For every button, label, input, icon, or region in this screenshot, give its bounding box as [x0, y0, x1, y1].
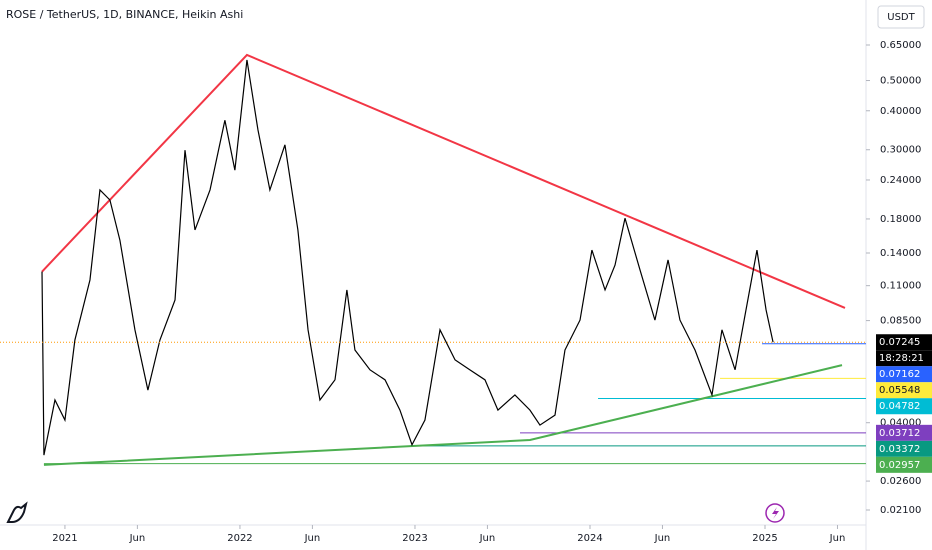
chart-title: ROSE / TetherUS, 1D, BINANCE, Heikin Ash… [6, 8, 243, 21]
x-tick-label: Jun [654, 533, 671, 544]
x-tick-label: 2023 [402, 533, 427, 544]
level-label-box [876, 398, 932, 415]
trendline [43, 364, 843, 466]
tv-logo [6, 501, 28, 523]
x-tick-label: Jun [129, 533, 146, 544]
currency-button[interactable] [877, 5, 925, 29]
countdown-label-box [876, 350, 932, 367]
level-label-box [876, 382, 932, 399]
level-label: 0.07162 [879, 369, 920, 380]
y-tick-label: 0.04000 [880, 418, 921, 429]
y-tick-label: 0.50000 [880, 76, 921, 87]
y-tick-label: 0.08500 [880, 316, 921, 327]
y-tick-label: 0.65000 [880, 40, 921, 51]
trendline [41, 53, 846, 309]
last-price-label: 0.07245 [879, 337, 920, 348]
y-tick-label: 0.14000 [880, 248, 921, 259]
x-tick-label: 2022 [227, 533, 252, 544]
last-price-label-box [876, 334, 932, 351]
currency-label: USDT [887, 12, 915, 23]
level-label-box [876, 456, 932, 473]
level-label-box [876, 440, 932, 457]
level-label: 0.02957 [879, 460, 920, 471]
x-tick-label: 2021 [52, 533, 77, 544]
level-label-box [876, 366, 932, 383]
level-label: 0.05548 [879, 385, 920, 396]
x-tick-label: Jun [479, 533, 496, 544]
y-tick-label: 0.02600 [880, 476, 921, 487]
x-tick-label: 2025 [752, 533, 777, 544]
y-tick-label: 0.11000 [880, 281, 921, 292]
y-tick-label: 0.24000 [880, 175, 921, 186]
level-label: 0.03712 [879, 428, 920, 439]
price-line [41, 59, 774, 456]
y-tick-label: 0.40000 [880, 106, 921, 117]
x-tick-label: Jun [304, 533, 321, 544]
level-label: 0.03372 [879, 444, 920, 455]
event-icon[interactable] [765, 503, 785, 523]
countdown-label: 18:28:21 [879, 353, 924, 364]
y-tick-label: 0.30000 [880, 145, 921, 156]
level-label-box [876, 424, 932, 441]
y-tick-label: 0.18000 [880, 214, 921, 225]
y-tick-label: 0.02100 [880, 505, 921, 516]
level-label: 0.04782 [879, 401, 920, 412]
x-tick-label: 2024 [577, 533, 602, 544]
x-tick-label: Jun [829, 533, 846, 544]
